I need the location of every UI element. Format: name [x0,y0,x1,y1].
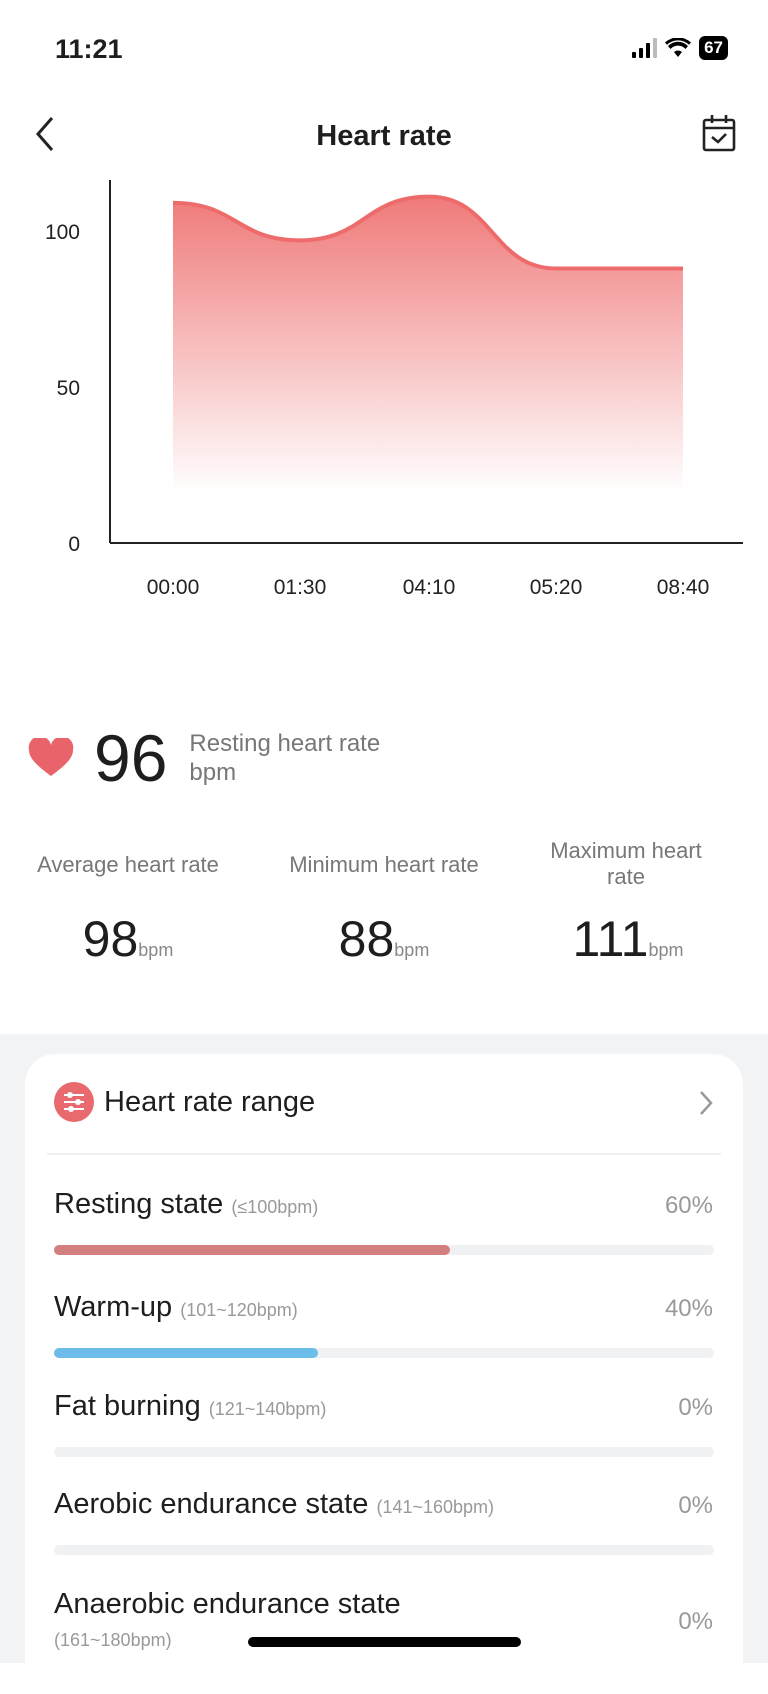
page-title: Heart rate [0,120,768,153]
range-progress-bar [54,1545,714,1555]
range-percent: 40% [665,1295,713,1323]
range-bpm: (101~120bpm) [180,1300,298,1320]
signal-icon [632,38,657,58]
minimum-value: 88bpm [256,910,512,968]
calendar-check-icon[interactable] [702,114,736,152]
range-name: Resting state [54,1188,223,1220]
range-name: Aerobic endurance state [54,1488,368,1520]
average-label: Average heart rate [0,852,256,878]
range-bpm: (121~140bpm) [209,1399,327,1419]
y-tick-label: 50 [57,377,80,400]
battery-icon: 67 [699,36,728,60]
range-name: Warm-up [54,1291,172,1323]
resting-unit: bpm [189,758,380,787]
range-bpm: (≤100bpm) [231,1197,318,1217]
divider [47,1153,721,1155]
range-item-label: Fat burning (121~140bpm) [54,1390,326,1423]
resting-label: Resting heart rate [189,729,380,758]
wifi-icon [665,38,691,58]
x-tick-label: 01:30 [274,576,327,599]
range-name: Fat burning [54,1390,201,1422]
x-tick-label: 04:10 [403,576,456,599]
status-icons: 67 [632,36,728,60]
area-fill [173,197,683,493]
heart-rate-range-header[interactable]: Heart rate range [54,1082,315,1122]
range-item-label: Aerobic endurance state (141~160bpm) [54,1488,494,1521]
x-tick-label: 05:20 [530,576,583,599]
range-percent: 60% [665,1192,713,1220]
range-percent: 0% [678,1492,713,1520]
x-tick-label: 00:00 [147,576,200,599]
range-progress-fill [54,1245,450,1255]
maximum-value: 111bpm [500,910,756,968]
resting-value: 96 [94,720,167,796]
chevron-right-icon[interactable] [696,1088,716,1118]
home-indicator[interactable] [248,1637,521,1647]
maximum-label: Maximum heart rate [540,838,712,890]
y-tick-label: 0 [68,533,80,556]
range-name: Anaerobic endurance state [54,1588,401,1620]
range-progress-bar [54,1447,714,1457]
range-bpm: (141~160bpm) [376,1497,494,1517]
range-percent: 0% [678,1394,713,1422]
heart-icon [28,738,74,778]
range-title: Heart rate range [104,1086,315,1119]
minimum-label: Minimum heart rate [256,852,512,878]
sliders-icon [54,1082,94,1122]
average-value: 98bpm [0,910,256,968]
status-time: 11:21 [55,34,123,65]
range-progress-bar [54,1348,714,1358]
heart-rate-chart: 0 50 100 00:00 01:30 04:10 05:20 08:40 [0,170,768,610]
x-tick-label: 08:40 [657,576,710,599]
range-progress-fill [54,1348,318,1358]
range-progress-bar [54,1245,714,1255]
range-item-label: Warm-up (101~120bpm) [54,1291,298,1324]
range-percent: 0% [678,1608,713,1636]
range-item-label: Resting state (≤100bpm) [54,1188,318,1221]
range-bpm: (161~180bpm) [54,1630,172,1650]
y-tick-label: 100 [45,221,80,244]
